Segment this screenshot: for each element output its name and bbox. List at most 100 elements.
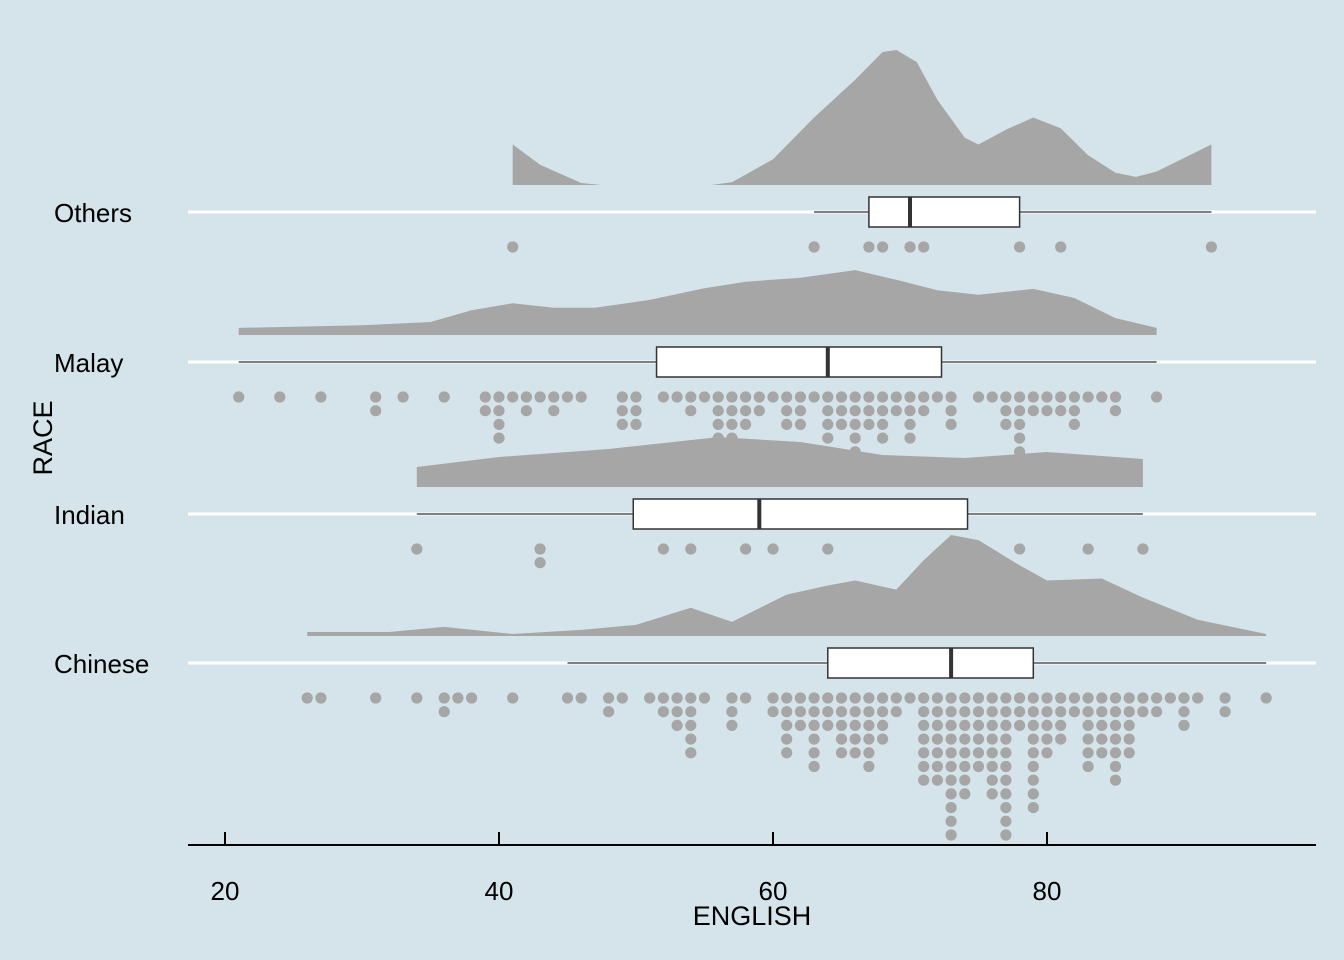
- dot-chinese: [1082, 733, 1094, 745]
- dot-chinese: [1109, 774, 1122, 786]
- dot-chinese: [986, 692, 998, 704]
- dot-malay: [712, 405, 724, 417]
- dot-chinese: [945, 829, 957, 841]
- dot-chinese: [781, 692, 793, 704]
- dot-chinese: [945, 706, 957, 718]
- dot-chinese: [1000, 760, 1012, 773]
- dot-malay: [822, 391, 834, 403]
- dot-malay: [1109, 391, 1122, 403]
- dot-malay: [822, 432, 834, 444]
- dot-chinese: [1027, 719, 1039, 732]
- dot-chinese: [1027, 760, 1039, 773]
- dot-others: [904, 241, 916, 253]
- x-axis: 20 40 60 80: [188, 832, 1316, 906]
- dot-chinese: [822, 692, 834, 704]
- dot-chinese: [986, 719, 998, 732]
- dot-chinese: [835, 706, 848, 718]
- dot-malay: [931, 391, 944, 403]
- dot-malay: [520, 405, 533, 417]
- dot-chinese: [1151, 692, 1163, 704]
- dot-malay: [904, 405, 916, 417]
- dot-chinese: [972, 760, 985, 773]
- dot-chinese: [1109, 719, 1122, 732]
- dot-chinese: [1096, 733, 1108, 745]
- dot-chinese: [767, 706, 779, 718]
- dot-chinese: [1055, 719, 1067, 732]
- dot-indian: [685, 543, 697, 555]
- dot-chinese: [972, 733, 985, 745]
- density-cloud-chinese-0: [307, 535, 1267, 636]
- dot-chinese: [863, 747, 875, 759]
- dot-malay: [740, 391, 752, 403]
- dot-chinese: [863, 760, 875, 773]
- dot-chinese: [1137, 706, 1149, 718]
- dot-malay: [945, 405, 957, 417]
- dot-chinese: [644, 692, 656, 704]
- dot-chinese: [945, 719, 957, 732]
- dot-chinese: [1055, 706, 1067, 718]
- dot-malay: [479, 405, 491, 417]
- dot-malay: [370, 391, 382, 403]
- dot-chinese: [740, 692, 752, 704]
- dot-chinese: [808, 719, 820, 732]
- dot-chinese: [822, 706, 834, 718]
- dot-chinese: [1082, 706, 1094, 718]
- dot-chinese: [849, 719, 861, 732]
- dot-malay: [616, 391, 628, 403]
- dot-chinese: [822, 719, 834, 732]
- dot-chinese: [959, 733, 971, 745]
- dot-chinese: [931, 747, 944, 759]
- dot-chinese: [986, 774, 998, 786]
- dot-malay: [753, 391, 765, 403]
- dot-chinese: [986, 733, 998, 745]
- dot-malay: [1109, 405, 1122, 417]
- dot-malay: [1000, 391, 1012, 403]
- density-cloud-indian-0: [416, 437, 1143, 487]
- dot-chinese: [931, 719, 944, 732]
- dot-malay: [1014, 432, 1026, 444]
- dot-chinese: [1041, 747, 1053, 759]
- dot-malay: [822, 418, 834, 430]
- dot-indian: [534, 543, 546, 555]
- dot-malay: [616, 418, 628, 430]
- dot-chinese: [808, 760, 820, 773]
- dot-chinese: [1055, 692, 1067, 704]
- dot-chinese: [507, 692, 519, 704]
- dot-malay: [972, 391, 985, 403]
- dot-malay: [493, 418, 505, 430]
- dot-indian: [534, 557, 546, 569]
- dot-chinese: [1000, 774, 1012, 786]
- dot-indian: [767, 543, 779, 555]
- dot-chinese: [1137, 692, 1149, 704]
- dot-chinese: [959, 692, 971, 704]
- dot-malay: [877, 432, 889, 444]
- dot-malay: [685, 391, 697, 403]
- dot-malay: [493, 432, 505, 444]
- density-cloud-others-0: [512, 144, 602, 185]
- dot-chinese: [794, 706, 807, 718]
- dot-others: [877, 241, 889, 253]
- dot-others: [808, 241, 820, 253]
- dot-malay: [794, 418, 807, 430]
- dot-chinese: [1027, 747, 1039, 759]
- dot-others: [863, 241, 875, 253]
- dot-malay: [918, 391, 930, 403]
- dot-others: [1014, 241, 1026, 253]
- dot-others: [507, 241, 519, 253]
- dot-malay: [794, 391, 807, 403]
- dot-chinese: [835, 719, 848, 732]
- dot-chinese: [1000, 747, 1012, 759]
- density-clouds: [238, 50, 1267, 636]
- dot-chinese: [685, 747, 697, 759]
- dot-malay: [1027, 391, 1039, 403]
- dot-chinese: [877, 719, 889, 732]
- dot-malay: [671, 391, 683, 403]
- dot-chinese: [438, 706, 450, 718]
- dot-others: [1205, 241, 1217, 253]
- dot-malay: [849, 391, 861, 403]
- dot-chinese: [315, 692, 327, 704]
- dot-chinese: [931, 706, 944, 718]
- dot-chinese: [1000, 692, 1012, 704]
- dot-chinese: [575, 692, 587, 704]
